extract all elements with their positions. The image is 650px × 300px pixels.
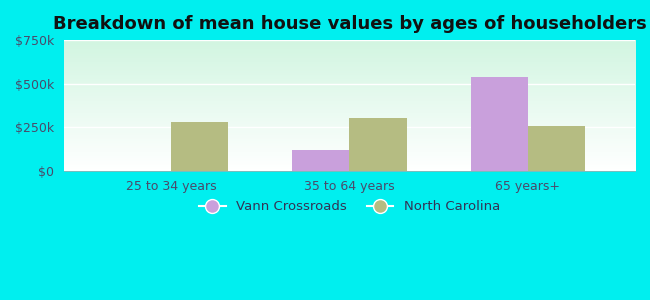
- Title: Breakdown of mean house values by ages of householders: Breakdown of mean house values by ages o…: [53, 15, 646, 33]
- Bar: [171, 122, 228, 171]
- Bar: [292, 150, 350, 171]
- Legend: Vann Crossroads, North Carolina: Vann Crossroads, North Carolina: [194, 195, 505, 219]
- Bar: [471, 76, 528, 171]
- Bar: [528, 126, 585, 171]
- Bar: [350, 118, 407, 171]
